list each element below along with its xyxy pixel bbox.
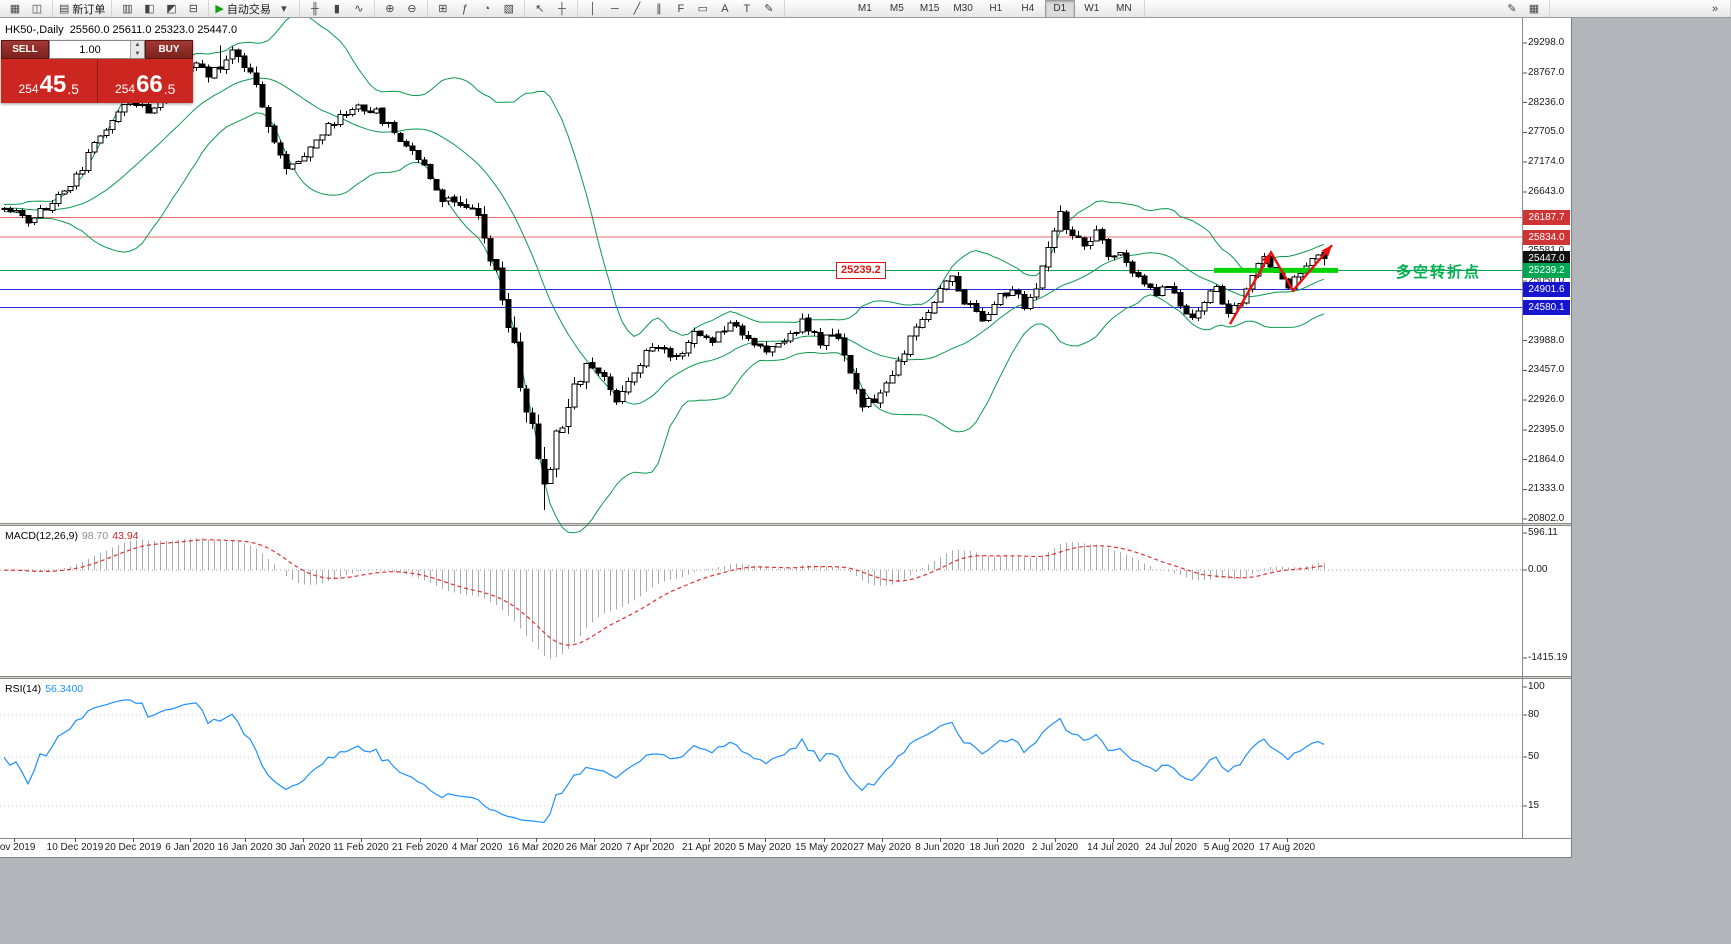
indicators-icon[interactable]: ƒ bbox=[461, 2, 468, 15]
bar-chart-icon[interactable]: ╫ bbox=[310, 2, 319, 15]
timeframe-m1-button[interactable]: M1 bbox=[857, 3, 872, 14]
chart-title: HK50-,Daily 25560.0 25611.0 25323.0 25447… bbox=[5, 24, 243, 36]
macd-indicator-label: MACD(12,26,9) 98.70 43.94 bbox=[5, 530, 139, 542]
ohlc-readout: 25560.0 25611.0 25323.0 25447.0 bbox=[69, 24, 238, 36]
channel-icon[interactable]: ∥ bbox=[656, 2, 662, 15]
auto-trading-dropdown-icon[interactable]: ▾ bbox=[281, 2, 287, 15]
chart-grid-icon[interactable]: ▦ bbox=[1528, 2, 1540, 15]
sell-button[interactable]: SELL bbox=[1, 40, 49, 59]
cursor-icon[interactable]: ↖ bbox=[535, 2, 545, 15]
candlestick-chart-icon[interactable]: ▮ bbox=[333, 2, 340, 15]
volume-input[interactable] bbox=[50, 41, 130, 58]
trendline-icon[interactable]: ╱ bbox=[633, 2, 641, 15]
timeframe-mn-button[interactable]: MN bbox=[1116, 3, 1132, 14]
fibonacci-icon[interactable]: F bbox=[677, 2, 685, 15]
ask-prefix: 254 bbox=[115, 82, 136, 96]
main-chart-panel[interactable] bbox=[0, 18, 1572, 523]
new-chart-icon[interactable]: ▦ bbox=[9, 2, 21, 15]
timeframe-m5-button[interactable]: M5 bbox=[889, 3, 904, 14]
timeframes-group: M1 M5 M15 M30 H1 H4 D1 W1 MN bbox=[845, 0, 1145, 18]
panels-group: ▥ ◧ ◩ ⊟ bbox=[112, 0, 210, 17]
volume-control: ▲ ▼ bbox=[49, 40, 145, 59]
bid-prefix: 254 bbox=[18, 82, 39, 96]
auto-trading-button[interactable]: ▶ 自动交易 bbox=[215, 2, 271, 16]
vertical-line-icon[interactable]: │ bbox=[589, 2, 597, 15]
ask-fraction: .5 bbox=[163, 81, 176, 97]
chart-profiles-icon[interactable]: ◫ bbox=[31, 2, 43, 15]
symbol-period-label: HK50-,Daily bbox=[5, 24, 64, 36]
panel-separator[interactable] bbox=[0, 523, 1572, 526]
order-group: ▤ 新订单 bbox=[53, 0, 113, 17]
volume-up-icon[interactable]: ▲ bbox=[131, 41, 144, 50]
ask-price: 254 66.5 bbox=[98, 59, 194, 103]
right-tools-group: ✎ ▦ bbox=[1497, 0, 1550, 17]
data-window-icon[interactable]: ◧ bbox=[144, 2, 155, 15]
periods-icon[interactable]: ◔ bbox=[483, 2, 491, 15]
chart-type-group: ╫ ▮ ∿ bbox=[300, 0, 375, 17]
cursor-group: ↖ ┼ bbox=[525, 0, 578, 17]
macd-name: MACD(12,26,9) bbox=[5, 530, 78, 542]
rsi-indicator-label: RSI(14) 56.3400 bbox=[5, 683, 83, 695]
price-callout: 25239.2 bbox=[836, 262, 886, 280]
panel-separator[interactable] bbox=[0, 676, 1572, 679]
timeframe-h4-button[interactable]: H4 bbox=[1021, 3, 1035, 14]
zoom-in-icon[interactable]: ⊕ bbox=[385, 2, 395, 15]
timeframe-m30-button[interactable]: M30 bbox=[953, 3, 973, 14]
shapes-icon[interactable]: ▭ bbox=[697, 2, 709, 15]
far-right-group: » bbox=[1700, 0, 1731, 17]
buy-button[interactable]: BUY bbox=[145, 40, 193, 59]
zoom-out-icon[interactable]: ⊖ bbox=[407, 2, 417, 15]
drawing-tools-icon[interactable]: ✎ bbox=[1507, 2, 1517, 15]
volume-spinner: ▲ ▼ bbox=[130, 41, 144, 58]
tile-windows-icon[interactable]: ⊞ bbox=[438, 2, 448, 15]
market-watch-icon[interactable]: ▥ bbox=[122, 2, 133, 15]
bid-big-digits: 45 bbox=[39, 71, 67, 98]
bid-fraction: .5 bbox=[67, 81, 79, 97]
timeframe-w1-button[interactable]: W1 bbox=[1084, 3, 1100, 14]
rsi-value: 56.3400 bbox=[45, 683, 84, 695]
rsi-panel[interactable] bbox=[0, 679, 1572, 838]
line-chart-icon[interactable]: ∿ bbox=[354, 2, 364, 15]
windows-group: ⊞ ƒ ◔ ▧ bbox=[428, 0, 525, 17]
crosshair-icon[interactable]: ┼ bbox=[557, 2, 566, 15]
text-icon[interactable]: A bbox=[721, 2, 729, 15]
terminal-icon[interactable]: ⊟ bbox=[188, 2, 199, 15]
volume-down-icon[interactable]: ▼ bbox=[131, 49, 144, 58]
timeframe-h1-button[interactable]: H1 bbox=[989, 3, 1003, 14]
macd-main-value: 98.70 bbox=[81, 530, 109, 542]
ask-big-digits: 66 bbox=[136, 71, 163, 98]
text-label-icon[interactable]: T bbox=[743, 2, 751, 15]
price-axis-border bbox=[1522, 18, 1523, 838]
autotrade-group: ▶ 自动交易 ▾ bbox=[209, 0, 300, 17]
arrow-tools-icon[interactable]: ✎ bbox=[764, 2, 774, 15]
bid-price: 254 45.5 bbox=[1, 59, 97, 103]
toolbar-overflow-icon[interactable]: » bbox=[1711, 2, 1719, 15]
horizontal-line-icon[interactable]: ─ bbox=[610, 2, 619, 15]
charts-group: ▦ ◫ bbox=[0, 0, 53, 17]
timeframe-m15-button[interactable]: M15 bbox=[919, 3, 940, 14]
templates-icon[interactable]: ▧ bbox=[503, 2, 515, 15]
rsi-name: RSI(14) bbox=[5, 683, 42, 695]
zoom-group: ⊕ ⊖ bbox=[375, 0, 428, 17]
macd-panel[interactable] bbox=[0, 526, 1572, 676]
macd-signal-value: 43.94 bbox=[112, 530, 139, 542]
timeframe-d1-button[interactable]: D1 bbox=[1044, 0, 1075, 18]
toolbar: ▦ ◫ ▤ 新订单 ▥ ◧ ◩ ⊟ ▶ 自动交易 ▾ ╫ ▮ ∿ ⊕ ⊖ ⊞ ƒ ◔ ▧ ↖ ┼ │ ─ ╱ ∥ F ▭ A T ✎ M1 M5… bbox=[0, 0, 1731, 18]
time-axis[interactable] bbox=[0, 838, 1572, 858]
new-order-button[interactable]: ▤ 新订单 bbox=[59, 2, 106, 16]
draw-group: │ ─ ╱ ∥ F ▭ A T ✎ bbox=[578, 0, 785, 17]
navigator-icon[interactable]: ◩ bbox=[166, 2, 177, 15]
annotation-note-cn: 多空转折点 bbox=[1396, 264, 1482, 282]
